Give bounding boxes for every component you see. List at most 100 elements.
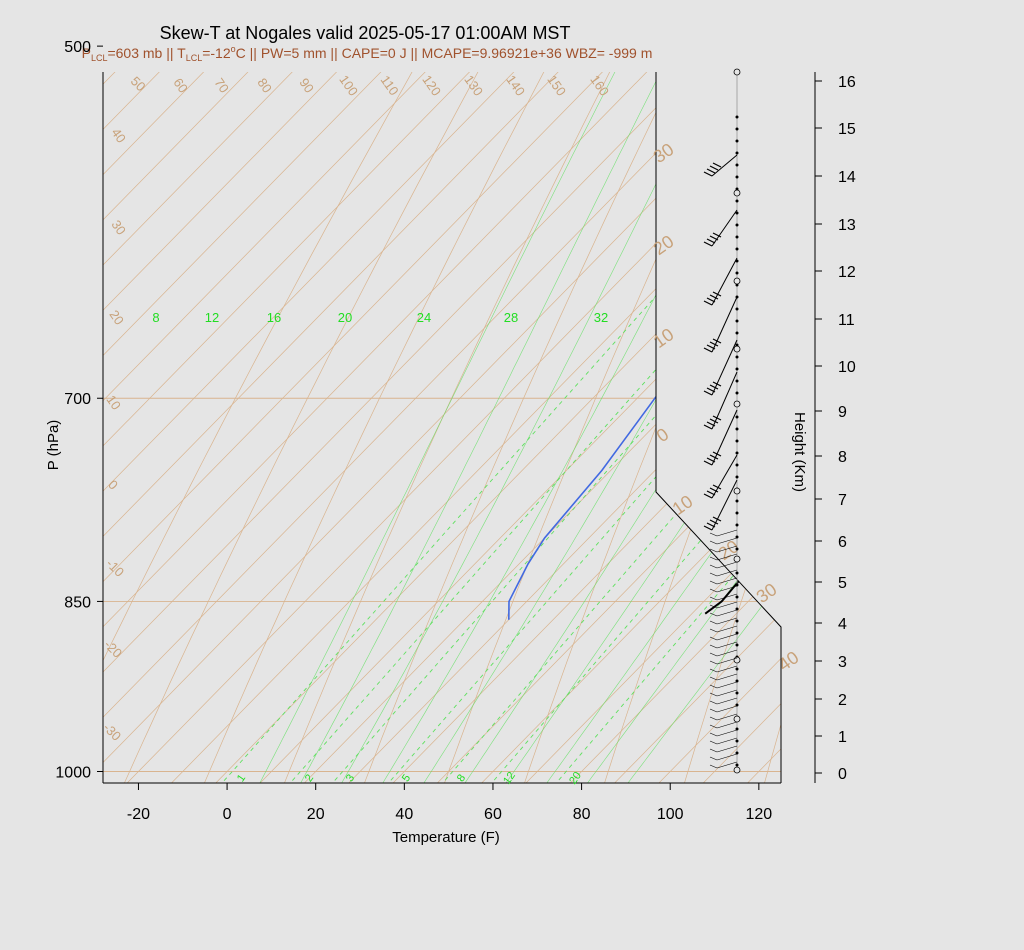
wind-dot [735,319,739,323]
wind-dot [735,115,739,119]
mixing-ratio-label: 8 [455,772,468,784]
wind-barb-flag [712,451,722,457]
wind-circle [733,715,741,723]
wind-barb-low [716,545,738,553]
wind-dot [735,763,739,767]
saturated-adiabat-label: 12 [205,310,219,325]
wind-dot [735,535,739,539]
saturated-adiabat [597,72,781,783]
profiles [508,72,781,620]
wind-barb-flag [709,487,719,493]
wind-barb-flag [706,238,716,244]
wind-barb [711,454,738,499]
wind-barb-flag [703,493,713,499]
dry-adiabat [672,72,781,783]
wind-barb-low-flag [709,580,718,585]
height-tick-label: 12 [838,264,856,281]
height-tick-label: 3 [838,654,847,671]
wind-dot [735,607,739,611]
dry-adiabat [268,72,781,783]
wind-barb [711,296,738,353]
wind-barb-low [716,745,738,753]
saturated-adiabat-label: 8 [152,310,159,325]
wind-dot [735,415,739,419]
saturated-adiabat-label: 16 [267,310,281,325]
wind-barb [711,209,738,247]
wind-barb-low [716,689,738,697]
axes: -200204060801001201001502002503004005007… [55,39,856,823]
isotherm [103,72,781,783]
isotherm [103,72,781,783]
isotherm [103,72,781,783]
p-tick-label: 850 [64,594,91,611]
wind-barb-low [716,753,738,761]
height-tick-label: 15 [838,121,856,138]
saturated-adiabat [238,72,781,783]
wind-barb-low [716,657,738,665]
isotherm-label: 10 [103,392,124,412]
isotherm [103,72,781,783]
height-tick-label: 14 [838,169,856,186]
wind-dot [735,703,739,707]
saturated-adiabat [318,72,781,783]
mixing-ratio-label: 5 [400,772,413,784]
wind-circle [733,487,741,495]
wind-barb-low-flag [709,636,718,641]
x-tick-label: 60 [484,806,502,823]
wind-barb-flag [709,165,719,171]
wind-barb-flag [709,294,719,300]
wind-dot [735,367,739,371]
dry-adiabat [349,72,781,783]
wind-circle [733,345,741,353]
p-tick-label: 500 [64,39,91,56]
wind-barb-flag [706,387,716,393]
isotherm [221,72,781,783]
isotherm [103,72,781,783]
x-tick-label: 0 [223,806,232,823]
wind-barb [711,339,738,396]
saturated-adiabat-label: 32 [594,310,608,325]
wind-barb-flag [712,484,722,490]
wind-dot [735,223,739,227]
wind-barb-flag [709,519,719,525]
wind-barb-low-flag [709,556,718,561]
dewpoint-line [508,72,781,620]
wind-dot [735,583,739,587]
wind-dot [735,427,739,431]
wind-circle [733,189,741,197]
wind-dot [735,379,739,383]
wind-barb-flag [703,525,713,531]
wind-circle [733,68,741,76]
wind-barb-low-flag [709,572,718,577]
wind-barb-flag [709,235,719,241]
wind-barb-low [716,617,738,625]
height-tick-label: 0 [838,766,847,783]
height-tick-label: 13 [838,217,856,234]
height-tick-label: 10 [838,359,856,376]
wind-barb-low [716,633,738,641]
wind-barb-low-flag [709,612,718,617]
wind-barb-flag [703,300,713,306]
wind-dot [735,547,739,551]
wind-barbs [703,68,741,774]
wind-barb-low [716,641,738,649]
wind-barb-flag [709,454,719,460]
wind-barb-flag [703,171,713,177]
wind-dot [735,523,739,527]
height-tick-label: 9 [838,404,847,421]
x-tick-label: 100 [657,806,684,823]
dry-adiabat [835,0,1024,823]
wind-barb-low-flag [709,668,718,673]
x-tick-label: -20 [127,806,150,823]
wind-dot [735,463,739,467]
isotherm [176,72,781,783]
wind-barb-flag [706,168,716,174]
x-tick-label: 80 [573,806,591,823]
mixing-ratio-label: 12 [501,770,518,787]
wind-barb-low [716,737,738,745]
wind-dot [735,439,739,443]
chart-title: Skew-T at Nogales valid 2025-05-17 01:00… [160,23,571,43]
temperature-line [704,72,781,615]
wind-barb-low-flag [709,564,718,569]
